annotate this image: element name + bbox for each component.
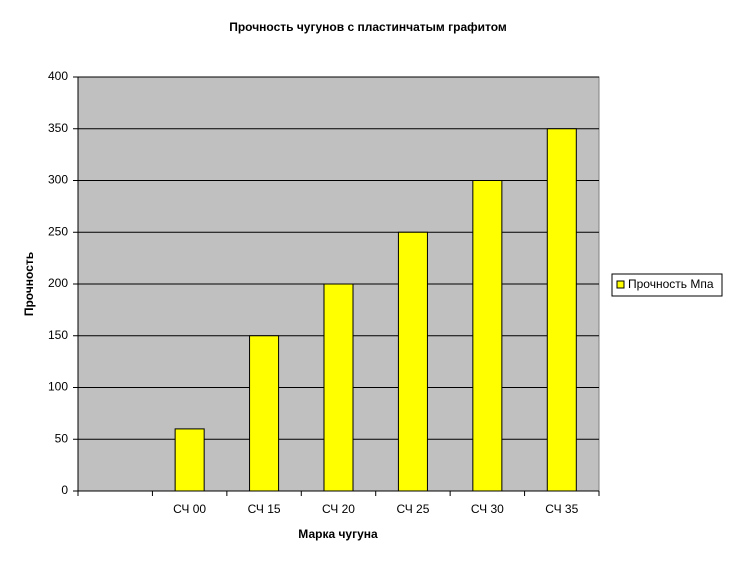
- x-tick-label: СЧ 35: [545, 502, 578, 516]
- x-tick-label: СЧ 15: [248, 502, 281, 516]
- bar: [323, 283, 354, 492]
- x-tick-label: СЧ 20: [322, 502, 355, 516]
- y-tick-label: 50: [55, 431, 69, 445]
- y-tick-label: 250: [48, 224, 68, 238]
- y-tick-label: 400: [48, 69, 68, 83]
- chart-title: Прочность чугунов с пластинчатым графито…: [229, 20, 507, 34]
- y-tick-label: 350: [48, 121, 68, 135]
- x-tick-label: СЧ 00: [173, 502, 206, 516]
- y-tick-label: 0: [61, 483, 68, 497]
- bar: [249, 335, 280, 492]
- legend-label: Прочность Мпа: [628, 277, 714, 291]
- bar: [546, 128, 577, 492]
- y-tick-label: 300: [48, 173, 68, 187]
- y-axis-label: Прочность: [22, 252, 36, 316]
- bar: [472, 180, 503, 492]
- legend-swatch: [616, 280, 625, 289]
- y-tick-label: 150: [48, 328, 68, 342]
- x-tick-label: СЧ 25: [396, 502, 429, 516]
- bar: [174, 428, 205, 492]
- y-tick-label: 100: [48, 380, 68, 394]
- x-axis-label: Марка чугуна: [298, 527, 378, 541]
- legend: [611, 273, 723, 297]
- y-tick-label: 200: [48, 276, 68, 290]
- bar: [397, 231, 428, 492]
- x-tick-label: СЧ 30: [471, 502, 504, 516]
